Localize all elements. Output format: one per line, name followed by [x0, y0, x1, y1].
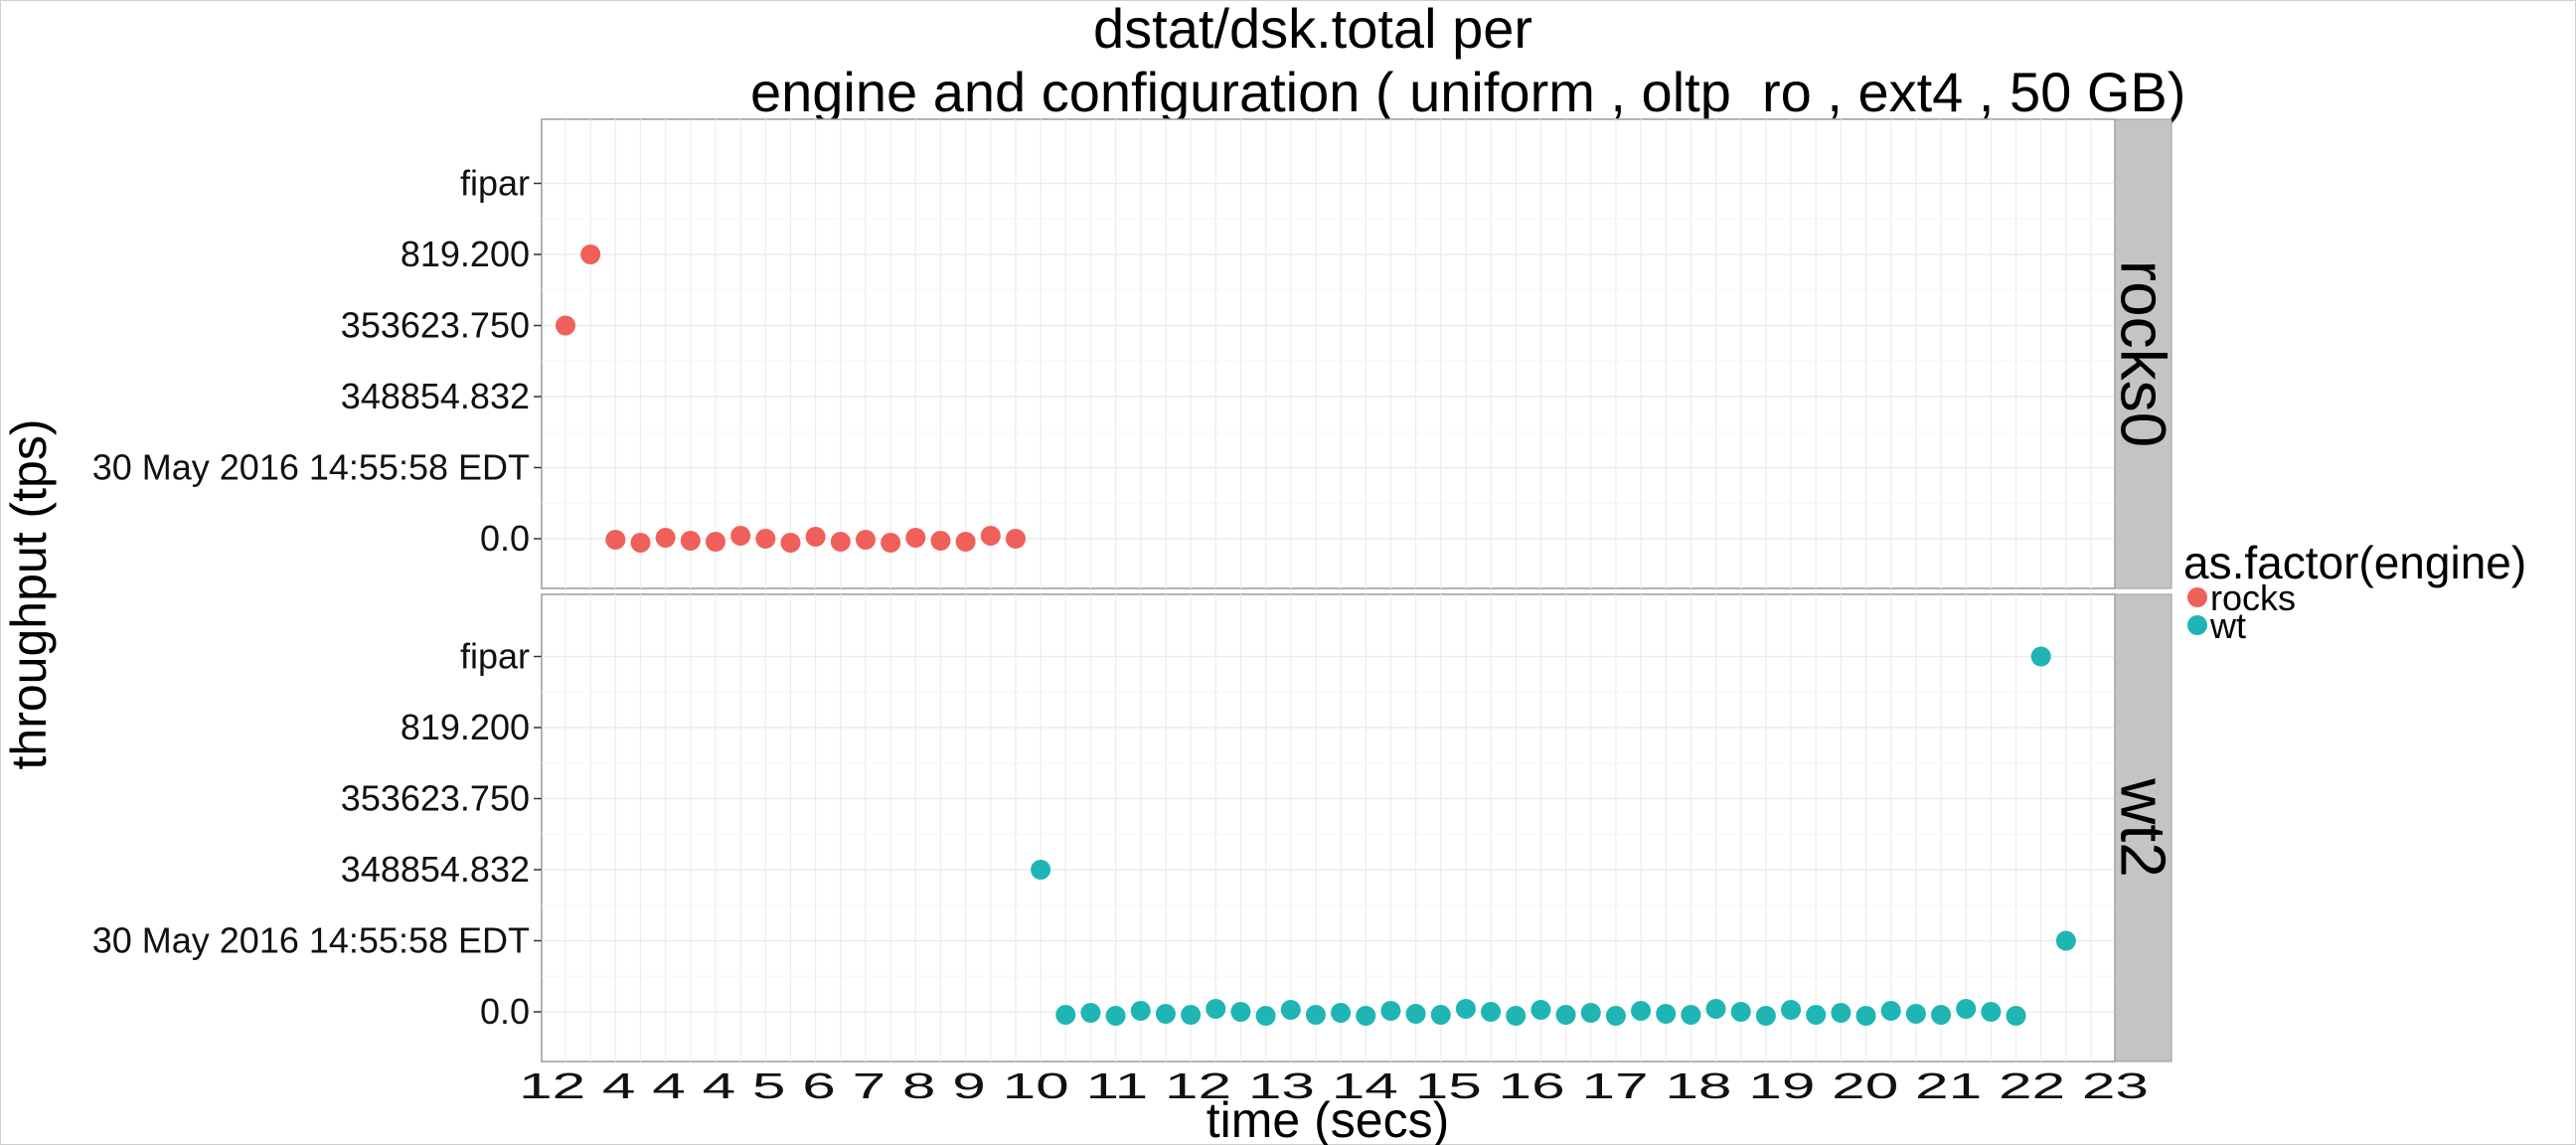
data-point-wt	[1981, 1002, 2002, 1022]
data-point-wt	[1730, 1002, 1751, 1022]
y-tick-label: 30 May 2016 14:55:58 EDT	[92, 447, 530, 488]
y-tick-label: 0.0	[480, 991, 530, 1032]
y-tick-label: 0.0	[480, 518, 530, 559]
legend-title: as.factor(engine)	[2183, 537, 2526, 588]
data-point-wt	[1855, 1006, 1876, 1026]
data-point-wt	[2006, 1006, 2026, 1026]
data-point-wt	[1405, 1004, 1426, 1024]
data-point-wt	[1280, 1000, 1301, 1020]
data-point-wt	[1555, 1005, 1576, 1025]
data-point-rocks	[556, 315, 575, 336]
data-point-wt	[1705, 999, 1726, 1019]
x-axis-title: time (secs)	[1207, 1092, 1449, 1145]
data-point-wt	[1055, 1005, 1076, 1025]
legend-label-wt: wt	[2209, 605, 2246, 646]
data-point-wt	[1031, 860, 1051, 880]
data-point-wt	[1905, 1004, 1926, 1024]
legend-key-wt	[2187, 615, 2207, 635]
data-point-wt	[1181, 1005, 1202, 1025]
y-tick-label: 30 May 2016 14:55:58 EDT	[92, 920, 530, 961]
data-point-wt	[2030, 646, 2051, 667]
facet-strip-label: wt2	[2108, 777, 2179, 878]
data-point-wt	[1305, 1005, 1326, 1025]
facet-strip	[2114, 593, 2173, 1063]
data-point-rocks	[955, 532, 976, 552]
data-point-wt	[1530, 1000, 1551, 1020]
legend: as.factor(engine) rocks wt	[2183, 537, 2526, 646]
data-point-wt	[1255, 1006, 1276, 1026]
legend-key-rocks	[2187, 587, 2207, 607]
data-point-rocks	[830, 532, 851, 552]
data-point-wt	[1481, 1002, 1502, 1022]
chart-title-line-2: engine and configuration ( uniform , olt…	[750, 61, 2185, 123]
data-point-rocks	[630, 533, 651, 553]
data-point-rocks	[1005, 529, 1026, 549]
data-point-wt	[1506, 1006, 1527, 1026]
panel-wt2: 0.0 30 May 2016 14:55:58 EDT 348854.832 353…	[92, 593, 2179, 1063]
y-tick-label: 353623.750	[341, 305, 530, 346]
data-point-wt	[1430, 1005, 1451, 1025]
data-point-wt	[1931, 1005, 1952, 1025]
legend-label-rocks: rocks	[2210, 577, 2296, 618]
data-point-rocks	[780, 533, 801, 553]
data-point-rocks	[980, 526, 1001, 546]
y-axis-title: throughput (tps)	[1, 419, 57, 770]
y-tick-label: fipar	[460, 636, 530, 677]
data-point-wt	[1631, 1001, 1652, 1021]
data-point-rocks	[905, 528, 926, 548]
data-point-rocks	[855, 530, 876, 550]
facet-strip	[2114, 118, 2173, 589]
data-point-wt	[1155, 1004, 1176, 1024]
data-point-wt	[1230, 1002, 1251, 1022]
panel-rocks0: 0.0 30 May 2016 14:55:58 EDT 348854.832 353…	[92, 118, 2179, 589]
data-point-rocks	[755, 529, 776, 549]
y-tick-label: 819.200	[401, 234, 530, 274]
data-point-rocks	[655, 528, 676, 548]
y-tick-label: 348854.832	[341, 376, 530, 416]
data-point-wt	[1681, 1005, 1701, 1025]
data-point-wt	[1206, 999, 1226, 1019]
data-point-wt	[1831, 1003, 1852, 1023]
data-point-rocks	[580, 245, 601, 264]
data-point-rocks	[705, 532, 725, 552]
y-tick-label: 353623.750	[341, 778, 530, 819]
data-point-rocks	[730, 526, 751, 546]
data-point-wt	[1380, 1001, 1401, 1021]
data-point-wt	[1880, 1001, 1901, 1021]
y-tick-label: 819.200	[401, 707, 530, 747]
data-point-wt	[1605, 1006, 1626, 1026]
data-point-wt	[1781, 1000, 1802, 1020]
data-point-wt	[1356, 1006, 1376, 1026]
data-point-rocks	[930, 531, 951, 551]
panel-background	[541, 118, 2116, 589]
data-point-rocks	[605, 530, 626, 550]
x-tick-labels: 12 4 4 4 5 6 7 8 9 10 11 12 13 14 15 16 …	[519, 1065, 2149, 1106]
panels-layer: 0.0 30 May 2016 14:55:58 EDT 348854.832 353…	[92, 118, 2179, 1063]
data-point-rocks	[805, 527, 826, 547]
data-point-wt	[2055, 930, 2076, 951]
data-point-rocks	[680, 531, 701, 551]
chart-title-line-1: dstat/dsk.total per	[1093, 0, 1532, 60]
data-point-rocks	[881, 533, 901, 553]
data-point-wt	[1656, 1004, 1677, 1024]
data-point-wt	[1105, 1006, 1126, 1026]
data-point-wt	[1956, 999, 1977, 1019]
facet-strip-label: rocks0	[2108, 260, 2179, 448]
panel-background	[541, 593, 2116, 1063]
data-point-wt	[1080, 1003, 1101, 1023]
y-tick-label: 348854.832	[341, 849, 530, 890]
data-point-wt	[1806, 1005, 1827, 1025]
data-point-wt	[1130, 1001, 1151, 1021]
x-axis-ticks: 12 4 4 4 5 6 7 8 9 10 11 12 13 14 15 16 …	[519, 1065, 2149, 1106]
y-tick-label: fipar	[460, 163, 530, 204]
data-point-wt	[1580, 1003, 1601, 1023]
data-point-wt	[1455, 999, 1476, 1019]
data-point-wt	[1755, 1006, 1776, 1026]
data-point-wt	[1331, 1003, 1352, 1023]
